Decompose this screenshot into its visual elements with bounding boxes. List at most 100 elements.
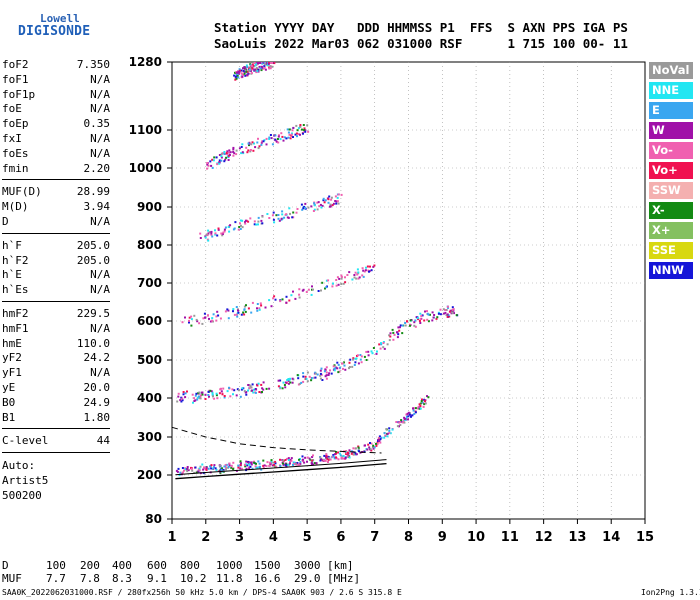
echo-point bbox=[343, 364, 346, 367]
param-value: 205.0 bbox=[76, 253, 110, 267]
param-row: fxI N/A bbox=[2, 132, 110, 147]
echo-point bbox=[268, 217, 271, 219]
echo-point bbox=[220, 387, 222, 390]
echo-point bbox=[281, 135, 284, 138]
echo-point bbox=[437, 312, 440, 315]
echo-point bbox=[197, 392, 200, 395]
echo-point bbox=[335, 451, 337, 453]
x-tick-label: 13 bbox=[568, 530, 586, 545]
echo-point bbox=[258, 391, 261, 393]
echo-point bbox=[184, 468, 187, 471]
param-value: 3.94 bbox=[83, 200, 111, 214]
echo-point bbox=[344, 276, 346, 279]
echo-point bbox=[289, 460, 292, 463]
echo-point bbox=[330, 198, 333, 201]
echo-point bbox=[421, 401, 424, 404]
echo-point bbox=[401, 324, 404, 327]
echo-point bbox=[261, 62, 264, 65]
echo-point bbox=[219, 317, 222, 320]
echo-point bbox=[212, 159, 215, 162]
echo-point bbox=[235, 306, 238, 308]
echo-point bbox=[243, 313, 246, 316]
muf-value: 29.0 bbox=[294, 572, 321, 585]
echo-point bbox=[399, 424, 402, 426]
echo-point bbox=[220, 159, 223, 162]
echo-point bbox=[197, 395, 200, 398]
echo-point bbox=[268, 67, 271, 70]
echo-point bbox=[271, 62, 273, 64]
echo-point bbox=[345, 453, 348, 455]
echo-point bbox=[419, 322, 422, 324]
echo-point bbox=[249, 465, 252, 468]
echo-point bbox=[232, 146, 235, 149]
echo-point bbox=[231, 388, 234, 391]
echo-point bbox=[250, 143, 253, 146]
echo-point bbox=[249, 63, 252, 66]
echo-point bbox=[363, 444, 366, 447]
echo-point bbox=[332, 202, 335, 205]
echo-point bbox=[248, 70, 251, 72]
echo-point bbox=[247, 307, 250, 310]
echo-point bbox=[357, 362, 360, 365]
echo-point bbox=[320, 458, 322, 461]
echo-point bbox=[442, 308, 445, 311]
distance-label: D bbox=[2, 559, 9, 572]
echo-point bbox=[251, 389, 253, 392]
echo-point bbox=[266, 64, 269, 66]
echo-point bbox=[289, 462, 291, 465]
echo-point bbox=[248, 467, 251, 470]
echo-point bbox=[245, 146, 248, 149]
echo-point bbox=[419, 405, 422, 407]
echo-point bbox=[353, 364, 356, 366]
echo-point bbox=[327, 458, 330, 461]
echo-point bbox=[182, 391, 185, 393]
echo-point bbox=[181, 321, 184, 324]
echo-point bbox=[249, 385, 252, 388]
echo-point bbox=[321, 204, 324, 207]
param-value: 24.2 bbox=[83, 351, 111, 365]
param-value: 44 bbox=[96, 434, 110, 448]
echo-point bbox=[296, 129, 299, 132]
echo-point bbox=[286, 379, 289, 381]
echo-point bbox=[209, 320, 212, 323]
y-tick-label: 600 bbox=[137, 314, 162, 328]
echo-point bbox=[329, 205, 332, 208]
echo-point bbox=[237, 309, 239, 312]
echo-point bbox=[255, 68, 258, 71]
echo-point bbox=[217, 227, 220, 230]
echo-point bbox=[427, 320, 430, 323]
echo-point bbox=[184, 396, 187, 399]
echo-point bbox=[277, 135, 280, 138]
echo-point bbox=[219, 471, 222, 474]
param-row: foEs N/A bbox=[2, 147, 110, 162]
echo-point bbox=[375, 444, 378, 447]
echo-point bbox=[223, 160, 226, 163]
echo-point bbox=[377, 436, 380, 439]
echo-point bbox=[445, 314, 448, 316]
echo-point bbox=[196, 398, 199, 401]
echo-point bbox=[220, 153, 223, 155]
echo-point bbox=[251, 301, 254, 304]
echo-point bbox=[328, 456, 331, 459]
echo-point bbox=[242, 67, 244, 70]
echo-point bbox=[284, 386, 287, 389]
echo-point bbox=[244, 219, 247, 222]
echo-point bbox=[257, 62, 260, 64]
echo-point bbox=[388, 334, 391, 337]
echo-point bbox=[446, 315, 449, 318]
echo-point bbox=[211, 391, 214, 394]
echo-point bbox=[247, 466, 250, 469]
echo-point bbox=[245, 304, 247, 307]
echo-point bbox=[375, 442, 377, 445]
echo-point bbox=[246, 70, 249, 73]
echo-point bbox=[396, 331, 398, 334]
echo-point bbox=[225, 152, 228, 154]
echo-point bbox=[386, 343, 389, 346]
param-row: h`Es N/A bbox=[2, 283, 110, 298]
echo-point bbox=[342, 362, 345, 365]
param-name: M(D) bbox=[2, 200, 29, 214]
echo-point bbox=[247, 461, 250, 464]
echo-point bbox=[239, 460, 242, 463]
echo-point bbox=[218, 159, 221, 162]
echo-point bbox=[261, 387, 264, 390]
